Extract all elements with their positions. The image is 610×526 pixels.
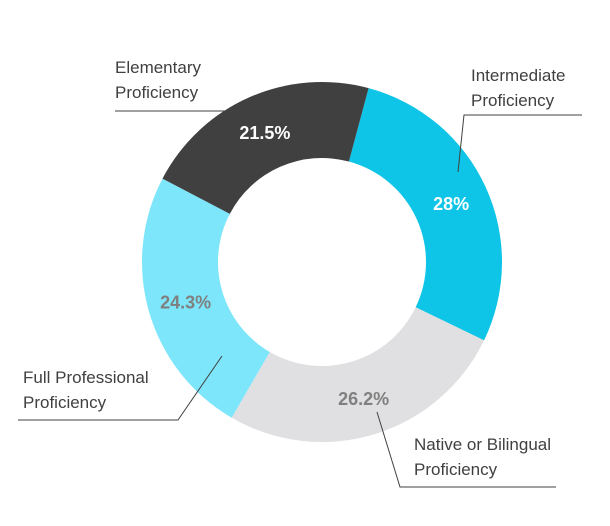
slice-native-or-bilingual-proficiency: [231, 307, 485, 442]
value-label-elementary-proficiency: 21.5%: [239, 123, 290, 143]
category-label-intermediate-proficiency: Intermediate Proficiency: [471, 66, 566, 110]
value-labels-layer: 28% 26.2% 24.3% 21.5%: [160, 123, 469, 409]
slice-intermediate-proficiency: [348, 88, 502, 341]
category-label-line: Proficiency: [115, 83, 199, 102]
category-label-line: Proficiency: [471, 91, 555, 110]
slice-full-professional-proficiency: [142, 178, 270, 418]
leader-line-elementary-proficiency: [115, 103, 273, 112]
value-label-native-or-bilingual-proficiency: 26.2%: [338, 389, 389, 409]
category-label-elementary-proficiency: Elementary Proficiency: [115, 58, 201, 102]
slices-layer: [142, 81, 502, 442]
category-label-line: Proficiency: [414, 460, 498, 479]
category-label-line: Proficiency: [23, 393, 107, 412]
category-label-line: Intermediate: [471, 66, 566, 85]
category-label-line: Full Professional: [23, 368, 149, 387]
category-label-native-or-bilingual-proficiency: Native or Bilingual Proficiency: [414, 435, 551, 479]
slice-elementary-proficiency: [162, 81, 369, 214]
category-label-line: Elementary: [115, 58, 201, 77]
leader-lines-layer: [18, 103, 582, 488]
category-label-full-professional-proficiency: Full Professional Proficiency: [23, 368, 149, 412]
category-label-line: Native or Bilingual: [414, 435, 551, 454]
leader-line-intermediate-proficiency: [457, 114, 582, 173]
value-label-full-professional-proficiency: 24.3%: [160, 292, 211, 312]
value-label-intermediate-proficiency: 28%: [433, 194, 469, 214]
leader-line-native-or-bilingual-proficiency: [376, 411, 556, 488]
leader-line-full-professional-proficiency: [18, 355, 223, 421]
